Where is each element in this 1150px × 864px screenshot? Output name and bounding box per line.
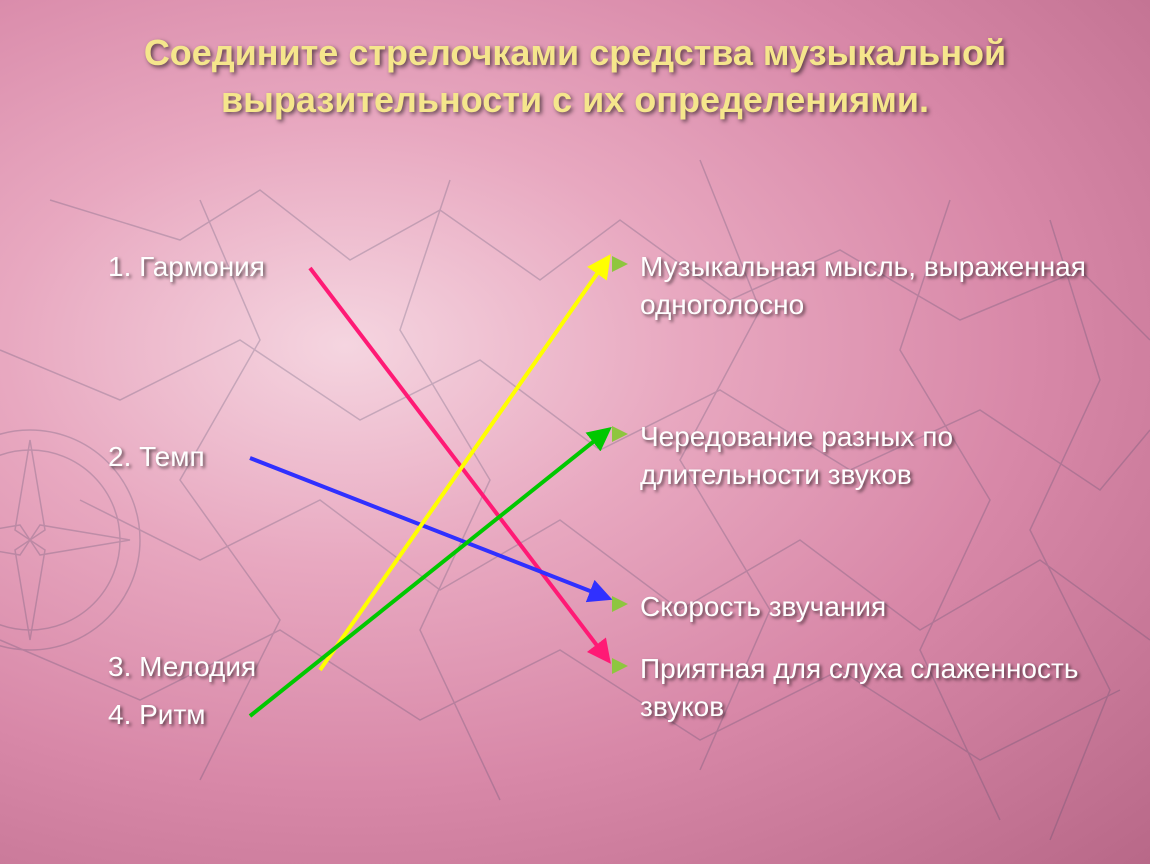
bullet-icon (610, 594, 630, 614)
term-4: 4. Ритм (108, 696, 206, 734)
term-2: 2. Темп (108, 438, 205, 476)
bullet-icon (610, 424, 630, 444)
arrow-3 (320, 258, 608, 670)
definition-2: Чередование разных по длительности звуко… (640, 418, 1120, 494)
bullet-icon (610, 656, 630, 676)
definition-2-text: Чередование разных по длительности звуко… (640, 421, 953, 490)
definition-4-text: Приятная для слуха слаженность звуков (640, 653, 1078, 722)
definition-3: Скорость звучания (640, 588, 1120, 626)
definition-1-text: Музыкальная мысль, выраженная одноголосн… (640, 251, 1086, 320)
arrow-4 (250, 430, 608, 716)
arrow-2 (250, 458, 608, 598)
term-1: 1. Гармония (108, 248, 265, 286)
arrow-1 (310, 268, 608, 660)
slide-title: Соедините стрелочками средства музыкальн… (0, 30, 1150, 124)
bullet-icon (610, 254, 630, 274)
definition-3-text: Скорость звучания (640, 591, 886, 622)
definition-1: Музыкальная мысль, выраженная одноголосн… (640, 248, 1120, 324)
term-3: 3. Мелодия (108, 648, 256, 686)
definition-4: Приятная для слуха слаженность звуков (640, 650, 1120, 726)
